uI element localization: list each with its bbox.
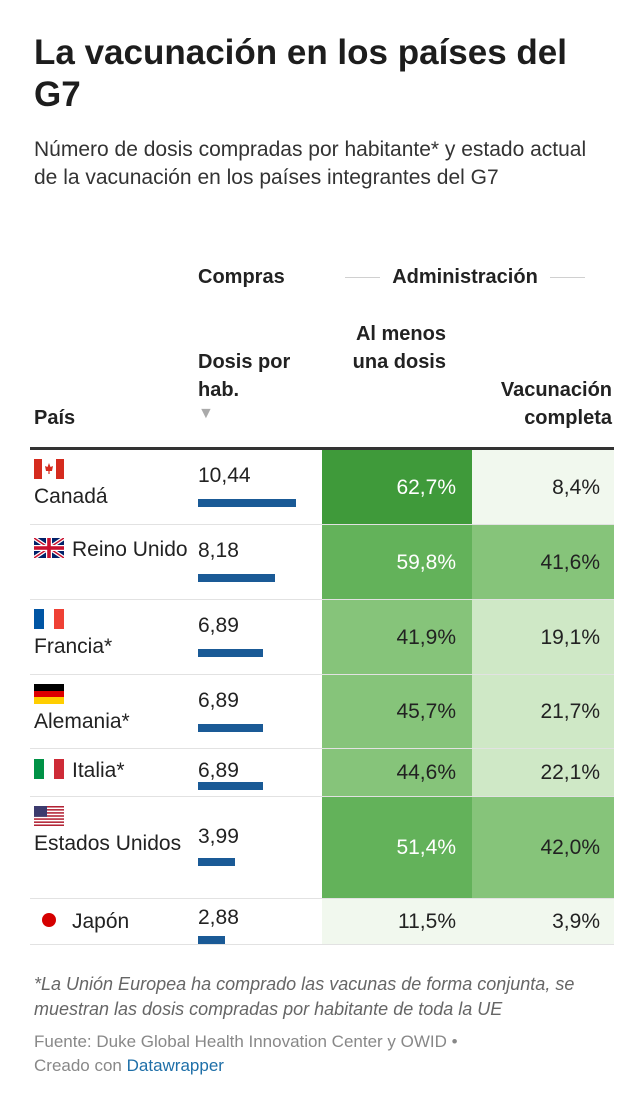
canada-flag-icon xyxy=(34,459,64,479)
sort-descending-icon[interactable]: ▼ xyxy=(198,405,214,422)
row-divider xyxy=(30,748,614,749)
dosis-value: 6,89 xyxy=(198,759,239,782)
table-row: 45,7% 21,7% Alemania* 6,89 xyxy=(30,675,614,749)
country-name: Reino Unido xyxy=(72,538,188,561)
source-text: Fuente: Duke Global Health Innovation Ce… xyxy=(34,1032,458,1051)
source: Fuente: Duke Global Health Innovation Ce… xyxy=(34,1030,614,1078)
divider xyxy=(345,277,381,278)
table-row: 41,9% 19,1% Francia* 6,89 xyxy=(30,600,614,675)
footnote: *La Unión Europea ha comprado las vacuna… xyxy=(34,974,575,1019)
uk-flag-icon xyxy=(34,538,64,558)
country-cell: Estados Unidos xyxy=(34,806,194,858)
cell-al-menos-una-dosis: 44,6% xyxy=(322,749,472,796)
dosis-bar xyxy=(198,499,296,507)
dosis-value: 8,18 xyxy=(198,539,239,562)
usa-flag-icon xyxy=(34,806,64,826)
column-header-pais[interactable]: País xyxy=(34,407,76,429)
cell-al-menos-una-dosis: 62,7% xyxy=(322,450,472,524)
cell-vacunacion-completa: 3,9% xyxy=(472,899,614,944)
dosis-value: 2,88 xyxy=(198,906,239,929)
divider xyxy=(549,277,586,278)
cell-al-menos-una-dosis: 41,9% xyxy=(322,600,472,674)
column-header-dosis[interactable]: Dosis por hab. ▼ xyxy=(198,348,308,424)
country-name: Alemania* xyxy=(34,710,130,733)
column-header-dosis-label: Dosis por hab. xyxy=(198,351,291,401)
cell-vacunacion-completa: 21,7% xyxy=(472,675,614,748)
created-with-label: Creado con xyxy=(34,1056,122,1075)
country-cell: Alemania* xyxy=(34,684,194,736)
data-table: 62,7% 8,4% Canadá 10,44 59,8% 41,6% Reino Unid… xyxy=(30,447,614,945)
cell-al-menos-una-dosis: 59,8% xyxy=(322,525,472,599)
dosis-value: 3,99 xyxy=(198,825,239,848)
dosis-bar xyxy=(198,574,275,582)
country-cell: Italia* xyxy=(34,757,194,785)
country-cell: Japón xyxy=(34,908,194,936)
cell-al-menos-una-dosis: 51,4% xyxy=(322,797,472,898)
chart-subtitle: Número de dosis compradas por habitante*… xyxy=(34,138,587,189)
country-cell: Reino Unido xyxy=(34,536,194,564)
cell-vacunacion-completa: 8,4% xyxy=(472,450,614,524)
cell-vacunacion-completa: 41,6% xyxy=(472,525,614,599)
country-cell: Francia* xyxy=(34,609,194,661)
country-name: Francia* xyxy=(34,635,113,658)
dosis-value: 10,44 xyxy=(198,464,251,487)
cell-al-menos-una-dosis: 45,7% xyxy=(322,675,472,748)
row-divider xyxy=(30,796,614,797)
dosis-bar xyxy=(198,782,263,790)
row-divider xyxy=(30,524,614,525)
dosis-value: 6,89 xyxy=(198,614,239,637)
country-cell: Canadá xyxy=(34,459,194,511)
cell-al-menos-una-dosis: 11,5% xyxy=(322,899,472,944)
germany-flag-icon xyxy=(34,684,64,704)
table-row: 62,7% 8,4% Canadá 10,44 xyxy=(30,450,614,525)
group-header-administracion-label: Administración xyxy=(392,266,538,288)
chart-title: La vacunación en los países del G7 xyxy=(34,33,567,114)
france-flag-icon xyxy=(34,609,64,629)
table-row: 44,6% 22,1% Italia* 6,89 xyxy=(30,749,614,797)
japan-flag-icon xyxy=(42,913,56,927)
dosis-bar xyxy=(198,936,225,944)
datawrapper-link[interactable]: Datawrapper xyxy=(126,1056,224,1075)
dosis-bar xyxy=(198,649,263,657)
cell-vacunacion-completa: 42,0% xyxy=(472,797,614,898)
table-row: 51,4% 42,0% Estados Unidos 3,99 xyxy=(30,797,614,899)
country-name: Estados Unidos xyxy=(34,832,182,855)
dosis-bar xyxy=(198,858,235,866)
table-row: 11,5% 3,9% Japón 2,88 xyxy=(30,899,614,945)
row-divider xyxy=(30,944,614,945)
italy-flag-icon xyxy=(34,759,64,779)
column-header-vacunacion-completa[interactable]: Vacunación completa xyxy=(500,379,612,429)
row-divider xyxy=(30,599,614,600)
table-row: 59,8% 41,6% Reino Unido 8,18 xyxy=(30,525,614,600)
row-divider xyxy=(30,674,614,675)
row-divider xyxy=(30,898,614,899)
country-name: Japón xyxy=(72,910,130,933)
group-header-compras: Compras xyxy=(198,266,285,288)
cell-vacunacion-completa: 19,1% xyxy=(472,600,614,674)
group-header-administracion: Administración xyxy=(345,266,586,289)
cell-vacunacion-completa: 22,1% xyxy=(472,749,614,796)
country-name: Italia* xyxy=(72,759,125,782)
dosis-value: 6,89 xyxy=(198,689,239,712)
country-name: Canadá xyxy=(34,485,108,508)
dosis-bar xyxy=(198,724,263,732)
column-header-al-menos-una-dosis[interactable]: Al menos una dosis xyxy=(352,323,446,373)
